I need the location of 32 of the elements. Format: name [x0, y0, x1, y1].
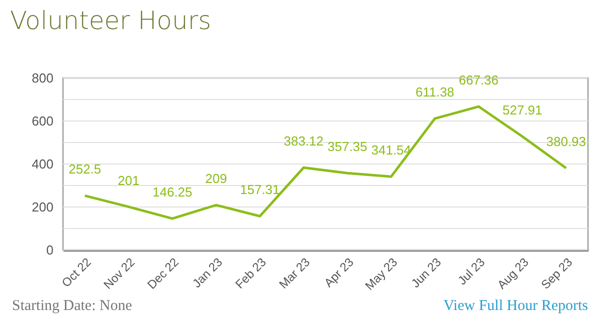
y-tick-label: 800	[32, 70, 54, 86]
data-label: 201	[118, 172, 140, 188]
x-tick-label: Sep 23	[538, 254, 576, 292]
chart-title: Volunteer Hours	[10, 6, 212, 35]
x-tick-label: May 23	[362, 254, 400, 293]
x-tick-label: Apr 23	[321, 254, 357, 290]
x-tick-label: Aug 23	[494, 254, 532, 292]
x-tick-label: Oct 22	[58, 254, 94, 290]
y-tick-label: 400	[32, 156, 54, 172]
x-tick-label: Nov 22	[100, 254, 138, 292]
x-tick-label: Mar 23	[276, 254, 313, 292]
data-label: 380.93	[546, 134, 586, 150]
x-tick-label: Feb 23	[232, 254, 270, 292]
data-label: 209	[205, 171, 227, 186]
text: Starting Date: None	[12, 298, 132, 315]
x-tick-label: Dec 22	[144, 254, 182, 292]
y-tick-label: 200	[32, 200, 54, 214]
data-label: 611.38	[415, 84, 454, 100]
data-label: 146.25	[152, 184, 192, 200]
data-label: 383.12	[284, 134, 324, 149]
data-label: 357.35	[327, 139, 368, 154]
y-tick-label: 0	[46, 242, 54, 258]
data-label: 527.91	[502, 102, 542, 118]
y-tick-label: 600	[32, 114, 54, 128]
x-tick-label: Jan 23	[190, 254, 226, 290]
data-label: 252.5	[68, 162, 102, 177]
x-tick-label: Jun 23	[408, 254, 444, 290]
x-tick-label: Jul 23	[455, 254, 488, 288]
text: View Full Hour Reports	[443, 298, 588, 315]
data-label: 157.31	[240, 182, 280, 198]
data-label: 341.54	[371, 142, 412, 158]
data-label: 667.36	[458, 72, 499, 88]
